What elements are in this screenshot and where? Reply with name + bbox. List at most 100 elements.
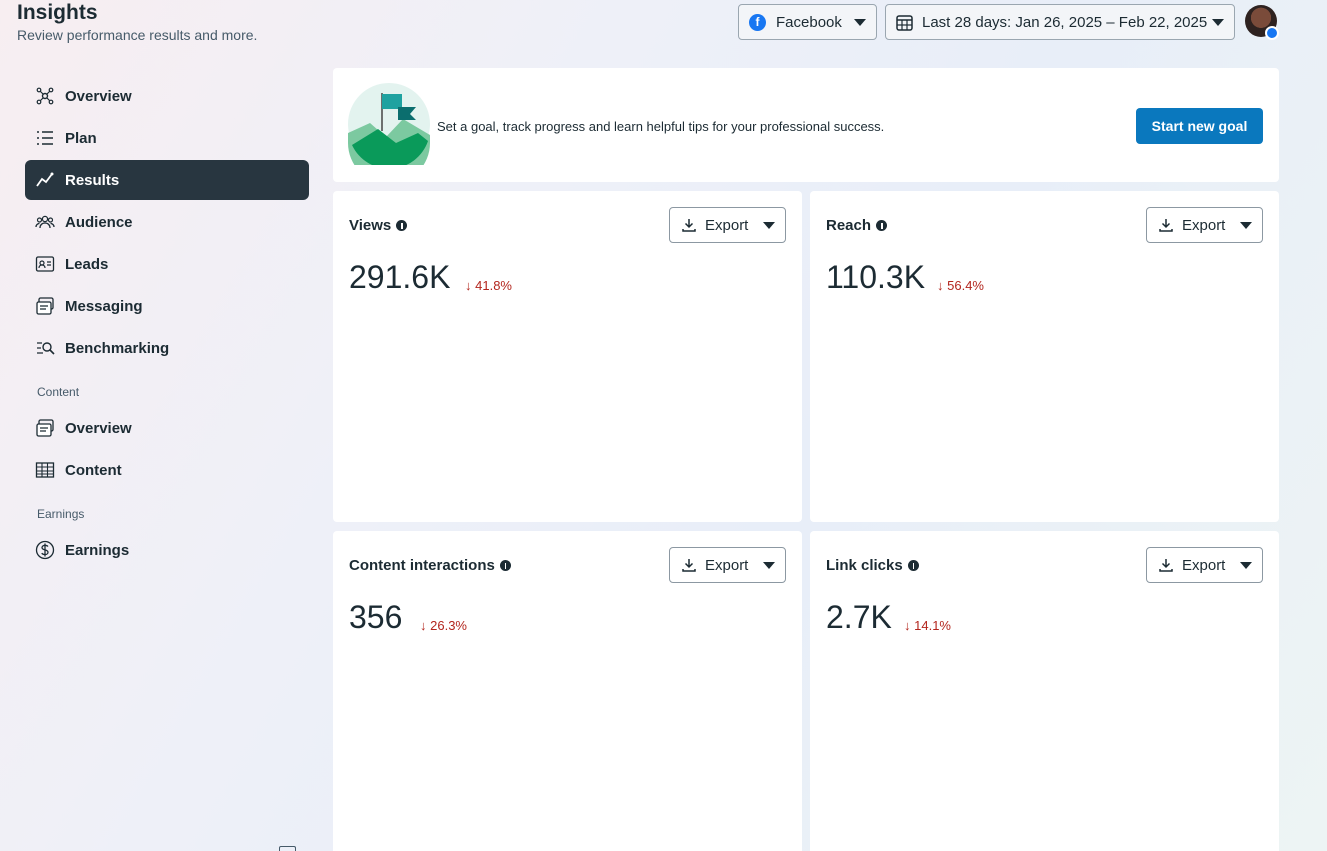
earnings-section-label: Earnings: [37, 507, 85, 521]
people-icon: [35, 215, 55, 229]
platform-dropdown[interactable]: f Facebook: [738, 4, 877, 40]
line-chart: [810, 651, 1279, 851]
download-icon: 010K20K30KJan 26Jan 31Feb 5Feb 10Feb 15F…: [682, 219, 696, 232]
metric-change-value: 14.1%: [914, 618, 951, 633]
export-button[interactable]: 0102030Jan 26Jan 31Feb 5Feb 10Feb 15Feb …: [669, 547, 786, 583]
start-new-goal-button[interactable]: Start new goal: [1136, 108, 1263, 144]
metric-title: Views: [349, 217, 408, 234]
facebook-badge-icon: [1265, 26, 1279, 40]
chevron-down-icon: [763, 561, 775, 569]
dollar-icon: [35, 540, 55, 560]
sidebar-item-label: Overview: [65, 87, 132, 105]
sidebar-item-content-content[interactable]: Content: [25, 450, 309, 490]
sidebar-item-content-overview[interactable]: Overview: [25, 408, 309, 448]
metric-change: ↓ 56.4%: [937, 278, 984, 293]
page-title: Insights: [17, 1, 98, 24]
line-chart: [333, 651, 802, 851]
export-label: Export: [705, 556, 749, 574]
metric-card-views: Views 010K20K30KJan 26Jan 31Feb 5Feb 10Fe…: [333, 191, 802, 522]
metric-title: Content interactions: [349, 557, 511, 574]
metric-title-text: Views: [349, 217, 392, 234]
metric-change-value: 56.4%: [947, 278, 984, 293]
id-card-icon: [35, 256, 55, 272]
list-icon: [37, 131, 53, 145]
sidebar-item-results[interactable]: Results: [25, 160, 309, 200]
metric-title: Reach: [826, 217, 888, 234]
metric-card-content-interactions: Content interactions 0102030Jan 26Jan 31F…: [333, 531, 802, 851]
arrow-down-icon: ↓: [937, 278, 944, 293]
arrow-down-icon: ↓: [420, 618, 427, 633]
sidebar-item-messaging[interactable]: Messaging: [25, 286, 309, 326]
metric-card-reach: Reach 05K10K15K20KJan 26Jan 31Feb 5Feb 10…: [810, 191, 1279, 522]
metric-value: 110.3K: [826, 259, 926, 295]
messaging-icon: [36, 419, 54, 437]
line-chart: [810, 311, 1279, 511]
trend-icon: [36, 172, 54, 187]
download-icon: 05K10K15K20KJan 26Jan 31Feb 5Feb 10Feb 1…: [1159, 219, 1173, 232]
metric-change: ↓ 41.8%: [465, 278, 512, 293]
metric-change: ↓ 26.3%: [420, 618, 467, 633]
collapse-sidebar-icon[interactable]: [279, 846, 296, 851]
metric-title-text: Reach: [826, 217, 872, 234]
date-range-label: Last 28 days: Jan 26, 2025 – Feb 22, 202…: [922, 13, 1208, 31]
chevron-down-icon: [854, 18, 866, 26]
sidebar-item-earnings[interactable]: Earnings: [25, 530, 309, 570]
sidebar-item-plan[interactable]: Plan: [25, 118, 309, 158]
download-icon: 050100150200Jan 26Jan 31Feb 5Feb 10Feb 1…: [1159, 559, 1173, 572]
chevron-down-icon: [1212, 18, 1224, 26]
sidebar-item-benchmarking[interactable]: Benchmarking: [25, 328, 309, 368]
export-button[interactable]: 010K20K30KJan 26Jan 31Feb 5Feb 10Feb 15F…: [669, 207, 786, 243]
goal-description: Set a goal, track progress and learn hel…: [437, 119, 885, 134]
info-icon[interactable]: [907, 560, 919, 571]
chevron-down-icon: [1240, 561, 1252, 569]
messaging-icon: [36, 297, 54, 315]
table-icon: [35, 462, 55, 478]
arrow-down-icon: ↓: [904, 618, 911, 633]
benchmark-icon: [37, 342, 55, 355]
metric-title-text: Content interactions: [349, 557, 495, 574]
content-section-label: Content: [37, 385, 80, 399]
avatar[interactable]: [1245, 5, 1279, 40]
sidebar-item-label: Earnings: [65, 541, 130, 559]
metric-value: 2.7K: [826, 599, 892, 635]
info-icon[interactable]: [499, 560, 511, 571]
metric-change-value: 26.3%: [430, 618, 467, 633]
calendar-icon: [896, 14, 913, 31]
export-button[interactable]: 050100150200Jan 26Jan 31Feb 5Feb 10Feb 1…: [1146, 547, 1263, 583]
date-range-dropdown[interactable]: Last 28 days: Jan 26, 2025 – Feb 22, 202…: [885, 4, 1235, 40]
info-icon[interactable]: [876, 220, 888, 231]
arrow-down-icon: ↓: [465, 278, 472, 293]
metric-change-value: 41.8%: [475, 278, 512, 293]
metric-change: ↓ 14.1%: [904, 618, 951, 633]
network-icon: [36, 87, 54, 105]
metric-title-text: Link clicks: [826, 557, 903, 574]
goal-card: Set a goal, track progress and learn hel…: [333, 68, 1279, 182]
page-subtitle: Review performance results and more.: [17, 27, 258, 43]
info-icon[interactable]: [396, 220, 408, 231]
metric-title: Link clicks: [826, 557, 919, 574]
sidebar-item-audience[interactable]: Audience: [25, 202, 309, 242]
goal-flag-illustration: [348, 83, 430, 165]
sidebar-item-label: Overview: [65, 419, 132, 437]
metric-value: 356: [349, 599, 403, 635]
export-label: Export: [1182, 216, 1226, 234]
sidebar-item-label: Results: [65, 171, 120, 189]
sidebar-item-label: Plan: [65, 129, 97, 147]
export-button[interactable]: 05K10K15K20KJan 26Jan 31Feb 5Feb 10Feb 1…: [1146, 207, 1263, 243]
export-label: Export: [1182, 556, 1226, 574]
sidebar-item-label: Content: [65, 461, 122, 479]
chevron-down-icon: [763, 221, 775, 229]
sidebar-item-label: Leads: [65, 255, 109, 273]
line-chart: [333, 311, 802, 511]
metric-value: 291.6K: [349, 259, 451, 295]
metric-card-link-clicks: Link clicks 050100150200Jan 26Jan 31Feb 5…: [810, 531, 1279, 851]
sidebar-item-label: Audience: [65, 213, 133, 231]
platform-label: Facebook: [776, 13, 842, 31]
chevron-down-icon: [1240, 221, 1252, 229]
download-icon: 0102030Jan 26Jan 31Feb 5Feb 10Feb 15Feb …: [682, 559, 696, 572]
sidebar-item-overview[interactable]: Overview: [25, 76, 309, 116]
sidebar-item-label: Benchmarking: [65, 339, 170, 357]
sidebar-item-label: Messaging: [65, 297, 143, 315]
facebook-icon: f: [749, 13, 766, 31]
sidebar-item-leads[interactable]: Leads: [25, 244, 309, 284]
